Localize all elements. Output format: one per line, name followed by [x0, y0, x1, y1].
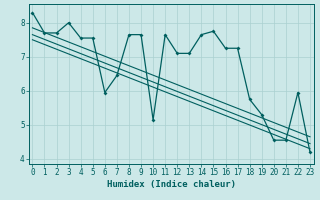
X-axis label: Humidex (Indice chaleur): Humidex (Indice chaleur): [107, 180, 236, 189]
